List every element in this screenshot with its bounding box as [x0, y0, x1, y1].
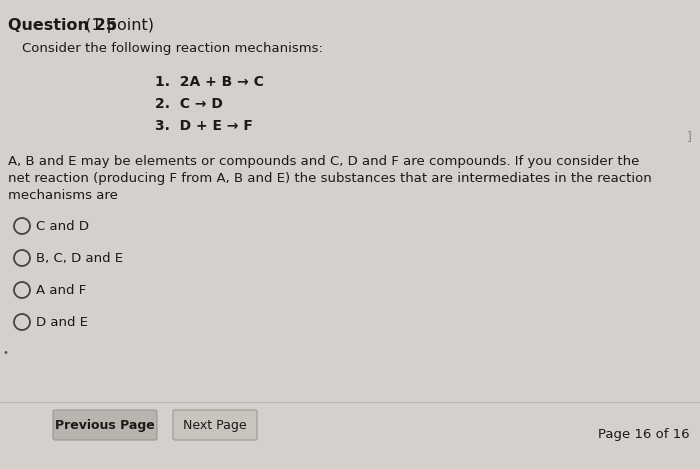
Text: B, C, D and E: B, C, D and E [36, 252, 123, 265]
Text: Next Page: Next Page [183, 418, 247, 431]
Text: 2.  C → D: 2. C → D [155, 97, 223, 111]
Text: A and F: A and F [36, 284, 86, 297]
Text: Consider the following reaction mechanisms:: Consider the following reaction mechanis… [22, 42, 323, 55]
Text: mechanisms are: mechanisms are [8, 189, 118, 202]
Text: 1.  2A + B → C: 1. 2A + B → C [155, 75, 264, 89]
Text: 3.  D + E → F: 3. D + E → F [155, 119, 253, 133]
Text: Question 25: Question 25 [8, 18, 117, 33]
Text: ]: ] [687, 130, 692, 143]
Text: Previous Page: Previous Page [55, 418, 155, 431]
Text: C and D: C and D [36, 220, 89, 233]
Text: (1 point): (1 point) [80, 18, 154, 33]
FancyBboxPatch shape [53, 410, 157, 440]
Text: net reaction (producing F from A, B and E) the substances that are intermediates: net reaction (producing F from A, B and … [8, 172, 652, 185]
Text: Page 16 of 16: Page 16 of 16 [598, 428, 690, 441]
Text: A, B and E may be elements or compounds and C, D and F are compounds. If you con: A, B and E may be elements or compounds … [8, 155, 639, 168]
FancyBboxPatch shape [173, 410, 257, 440]
Text: •: • [3, 348, 9, 358]
Text: D and E: D and E [36, 316, 88, 329]
